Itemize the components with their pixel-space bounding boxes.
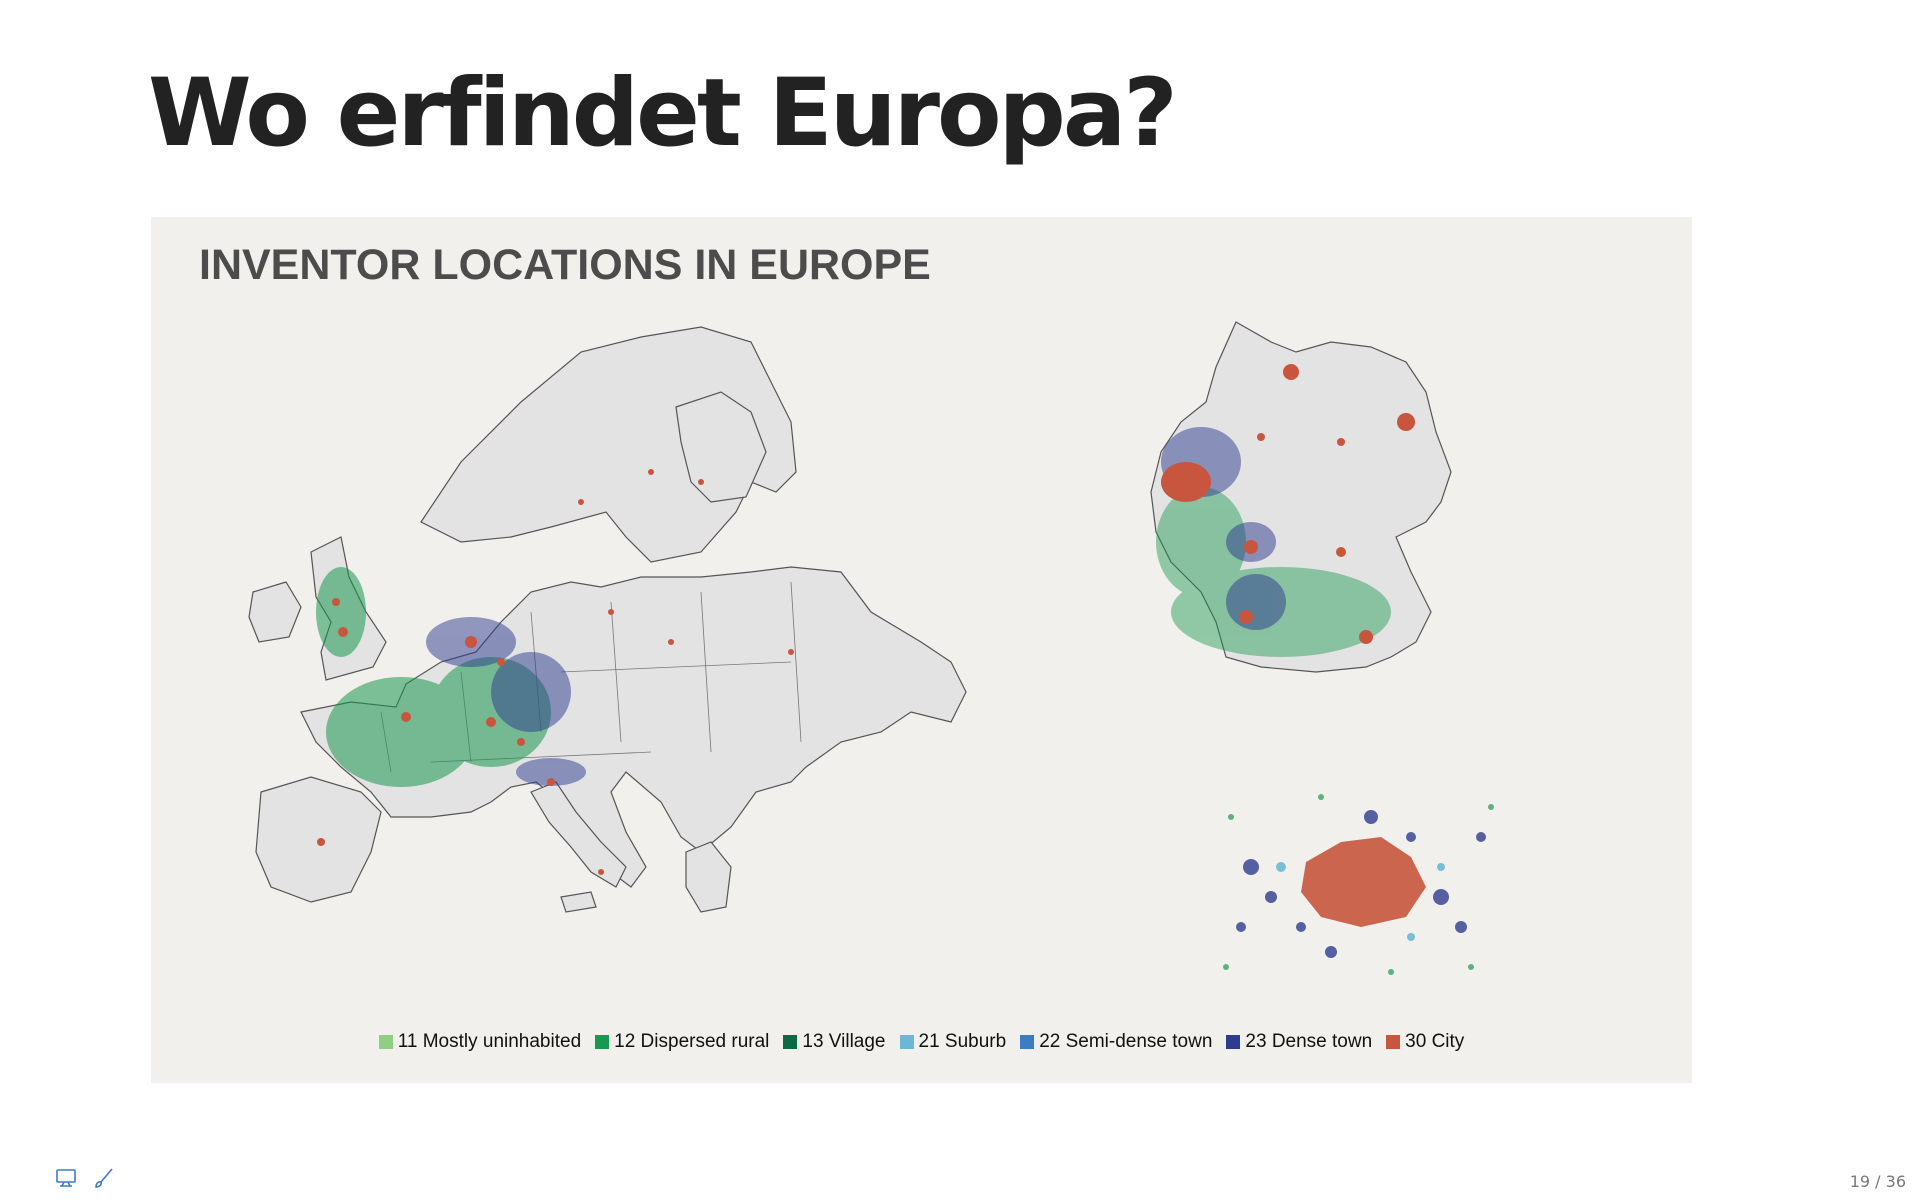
- legend-swatch: [899, 1035, 914, 1049]
- legend-swatch: [783, 1035, 798, 1049]
- legend-swatch: [595, 1035, 610, 1049]
- slide-toolbar: [54, 1166, 116, 1190]
- legend-swatch: [1226, 1035, 1241, 1049]
- legend-swatch: [1386, 1035, 1401, 1049]
- legend-label: 30 City: [1405, 1031, 1465, 1052]
- figure-title: INVENTOR LOCATIONS IN EUROPE: [199, 241, 931, 289]
- legend-label: 13 Village: [802, 1031, 886, 1052]
- germany-map: [1141, 312, 1501, 732]
- legend-swatch: [1020, 1035, 1035, 1049]
- legend-label: 21 Suburb: [918, 1031, 1007, 1052]
- legend: 11 Mostly uninhabited 12 Dispersed rural…: [151, 1031, 1692, 1053]
- legend-label: 12 Dispersed rural: [614, 1031, 770, 1052]
- legend-label: 23 Dense town: [1245, 1031, 1373, 1052]
- legend-item: 21 Suburb: [899, 1031, 1007, 1053]
- legend-item: 13 Village: [783, 1031, 886, 1053]
- europe-map: [231, 312, 1071, 952]
- legend-label: 11 Mostly uninhabited: [397, 1031, 582, 1052]
- page-counter: 19 / 36: [1849, 1172, 1906, 1191]
- inventor-locations-figure: INVENTOR LOCATIONS IN EUROPE: [151, 217, 1692, 1083]
- legend-item: 30 City: [1386, 1031, 1464, 1053]
- presentation-icon[interactable]: [54, 1166, 78, 1190]
- brush-icon[interactable]: [92, 1166, 116, 1190]
- legend-label: 22 Semi-dense town: [1039, 1031, 1213, 1052]
- slide-title: Wo erfindet Europa?: [148, 59, 1178, 168]
- legend-item: 12 Dispersed rural: [595, 1031, 769, 1053]
- legend-item: 11 Mostly uninhabited: [378, 1031, 582, 1053]
- city-detail-map: [1211, 777, 1511, 987]
- legend-item: 22 Semi-dense town: [1020, 1031, 1212, 1053]
- legend-swatch: [378, 1035, 393, 1049]
- legend-item: 23 Dense town: [1226, 1031, 1372, 1053]
